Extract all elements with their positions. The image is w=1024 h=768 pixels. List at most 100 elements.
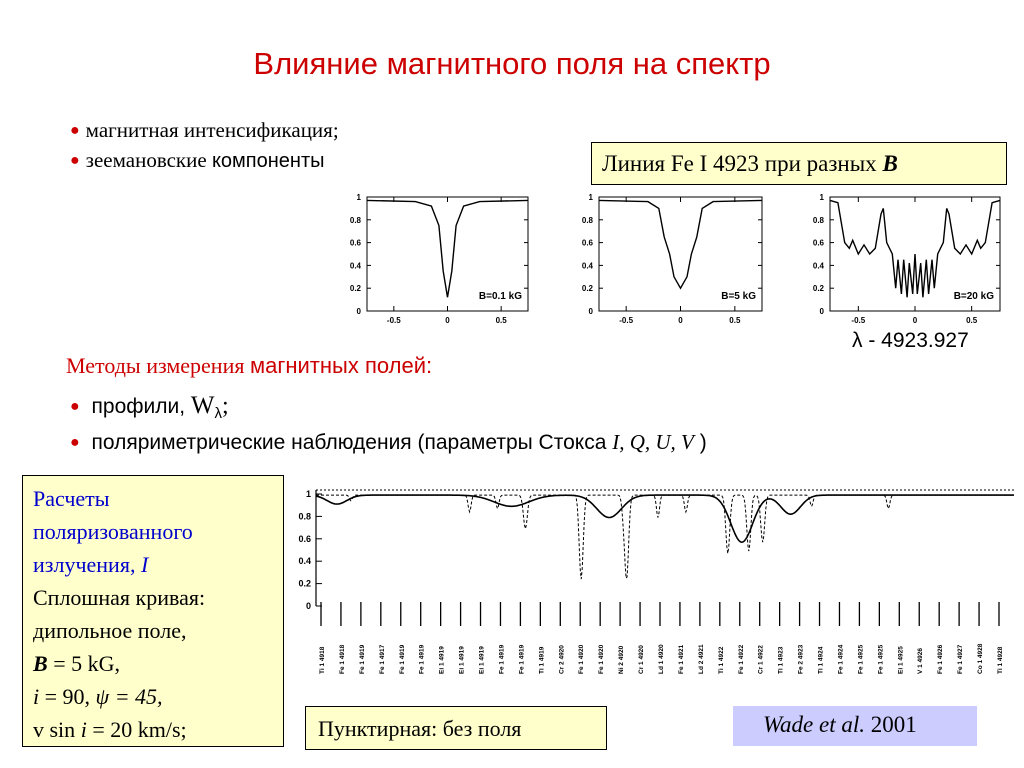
bullet-item: ● магнитная интенсификация; [70,118,339,143]
synthetic-spectrum-chart: 0 0.2 0.4 0.6 0.8 1 Ti 1 4918 Fe 1 4918 Fe 1 491… [298,489,1014,674]
page-title: Влияние магнитного поля на спектр [253,46,771,81]
lambda-axis-label: λ - 4923.927 [852,329,969,352]
x-tick-label: 0 [678,316,683,325]
line-id-label: Fe 1 4920 [578,644,585,674]
lambda-sub: λ [214,405,223,423]
y-tick-label: 0.6 [298,534,311,544]
line-id-label: Ei 1 4919 [459,646,466,674]
y-tick-label: 0.6 [813,239,825,248]
line-id-label: Cr 1 4920 [638,645,645,674]
line-id-label: Fe 1 4927 [957,644,964,674]
calc-line: Расчеты [33,486,110,511]
y-tick-label: 0.4 [298,556,311,566]
line-id-label: Fe 1 4918 [339,644,346,674]
line-id-label: Ti 1 4928 [997,646,1004,674]
x-tick-label: -0.5 [851,316,865,325]
citation-year: 2001 [865,712,917,737]
line-id-label: Fe 1 4925 [877,644,884,674]
y-tick-label: 0.4 [582,261,594,270]
x-tick-label: 0 [445,316,450,325]
line-id-label: Fe 1 4926 [937,644,944,674]
line-id-label: Fe 1 4924 [837,644,844,674]
y-tick-label: 0 [589,307,594,316]
y-tick-label: 0.4 [813,261,825,270]
bullet-dot-icon: ● [70,122,80,139]
y-tick-label: 0.8 [298,511,311,521]
line-id-label: Co 1 4928 [977,643,984,674]
y-tick-label: 0 [357,307,362,316]
bullet-dot-icon: ● [70,434,80,451]
line-id-label: Ei 1 4919 [479,646,486,674]
line-id-label: Ld 1 4920 [658,644,665,674]
calc-line: поляризованного [33,519,193,544]
line-id-label: Fe 1 4919 [419,644,426,674]
line-id-label: Fe 1 4917 [379,644,386,674]
stokes-params: I, Q, U, V [612,430,694,454]
line-id-label: Ld 2 4921 [698,644,705,674]
method-item: ● профили, Wλ; [70,392,229,422]
calculation-note-box: Расчеты поляризованного излучения, I Спл… [22,475,284,747]
y-tick-label: 0 [306,601,311,611]
profile-line [829,199,1001,298]
bullet-text: зеемановские [85,148,212,172]
y-tick-label: 0.8 [813,216,825,225]
line-id-label: Ti 1 4922 [718,646,725,674]
line-id-label: Ei 1 4919 [439,646,446,674]
dashed-spectrum-line [316,494,1014,580]
y-tick-label: 1 [357,193,362,202]
bullet-dot-icon: ● [70,398,80,415]
line-id-label: Fe 1 4925 [857,644,864,674]
line-id-label: Fe 1 4919 [359,644,366,674]
fe-caption-text: Линия Fe I 4923 при разных [602,151,883,176]
calc-line: B = 5 kG, [33,651,120,676]
method-item: ● поляриметрические наблюдения (параметр… [70,430,707,455]
y-tick-label: 1 [589,193,594,202]
line-id-label: Fe 1 4922 [738,644,745,674]
line-id-label: Ti 1 4919 [538,646,545,674]
calc-line: Сплошная кривая: [33,585,206,610]
x-tick-label: 0.5 [966,316,978,325]
method-text: профили, [91,395,191,418]
x-tick-label: -0.5 [387,316,401,325]
line-id-label: Ti 1 4918 [319,646,326,674]
calc-line: излучения, I [33,552,149,577]
y-tick-label: 0 [820,307,825,316]
y-tick-label: 0.2 [298,579,311,589]
line-id-label: Fe 1 4919 [518,644,525,674]
method-text: поляриметрические наблюдения (параметры … [91,431,613,454]
y-tick-label: 1 [820,193,825,202]
bullet-text-sans: компоненты [211,150,325,172]
field-strength-label: B=5 kG [721,291,756,302]
line-id-label: Fe 1 4919 [498,644,505,674]
field-strength-label: B=20 kG [954,291,995,302]
line-id-label: Cr 1 4922 [758,645,765,674]
methods-heading: Методы измерения магнитных полей: [66,353,432,379]
line-id-label: Ti 1 4924 [818,646,825,674]
line-id-label: Fe 1 4921 [678,644,685,674]
solid-spectrum-line [315,494,1014,544]
line-id-label: Cr 2 4920 [558,645,565,674]
profile-line [598,199,763,290]
y-tick-label: 1 [306,489,311,499]
line-id-label: V 1 4926 [917,648,924,674]
x-tick-label: 0.5 [496,316,508,325]
line-id-label: Ti 1 4923 [778,646,785,674]
y-tick-label: 0.8 [350,216,362,225]
x-tick-label: 0 [913,316,918,325]
profile-line [366,199,529,298]
dashed-legend-box: Пунктирная: без поля [305,706,607,750]
method-tail: ) [693,431,707,454]
calc-line: дипольное поле, [33,618,187,643]
x-tick-label: -0.5 [619,316,633,325]
fe-caption-bold: B [882,151,898,176]
y-tick-label: 0.2 [582,284,594,293]
calc-line: i = 90, ψ = 45, [33,684,163,709]
x-tick-label: 0.5 [729,316,741,325]
y-tick-label: 0.4 [350,261,362,270]
calc-line: v sin i = 20 km/s; [33,717,187,742]
bullet-item: ● зеемановские компоненты [70,148,325,173]
bullet-dot-icon: ● [70,152,80,169]
fe-line-caption-box: Линия Fe I 4923 при разных B [591,142,1007,185]
y-tick-label: 0.2 [813,284,825,293]
methods-heading-sans: магнитных полей: [249,353,433,378]
